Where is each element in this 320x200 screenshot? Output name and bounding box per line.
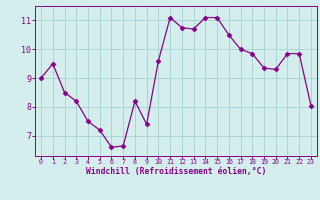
X-axis label: Windchill (Refroidissement éolien,°C): Windchill (Refroidissement éolien,°C) <box>86 167 266 176</box>
